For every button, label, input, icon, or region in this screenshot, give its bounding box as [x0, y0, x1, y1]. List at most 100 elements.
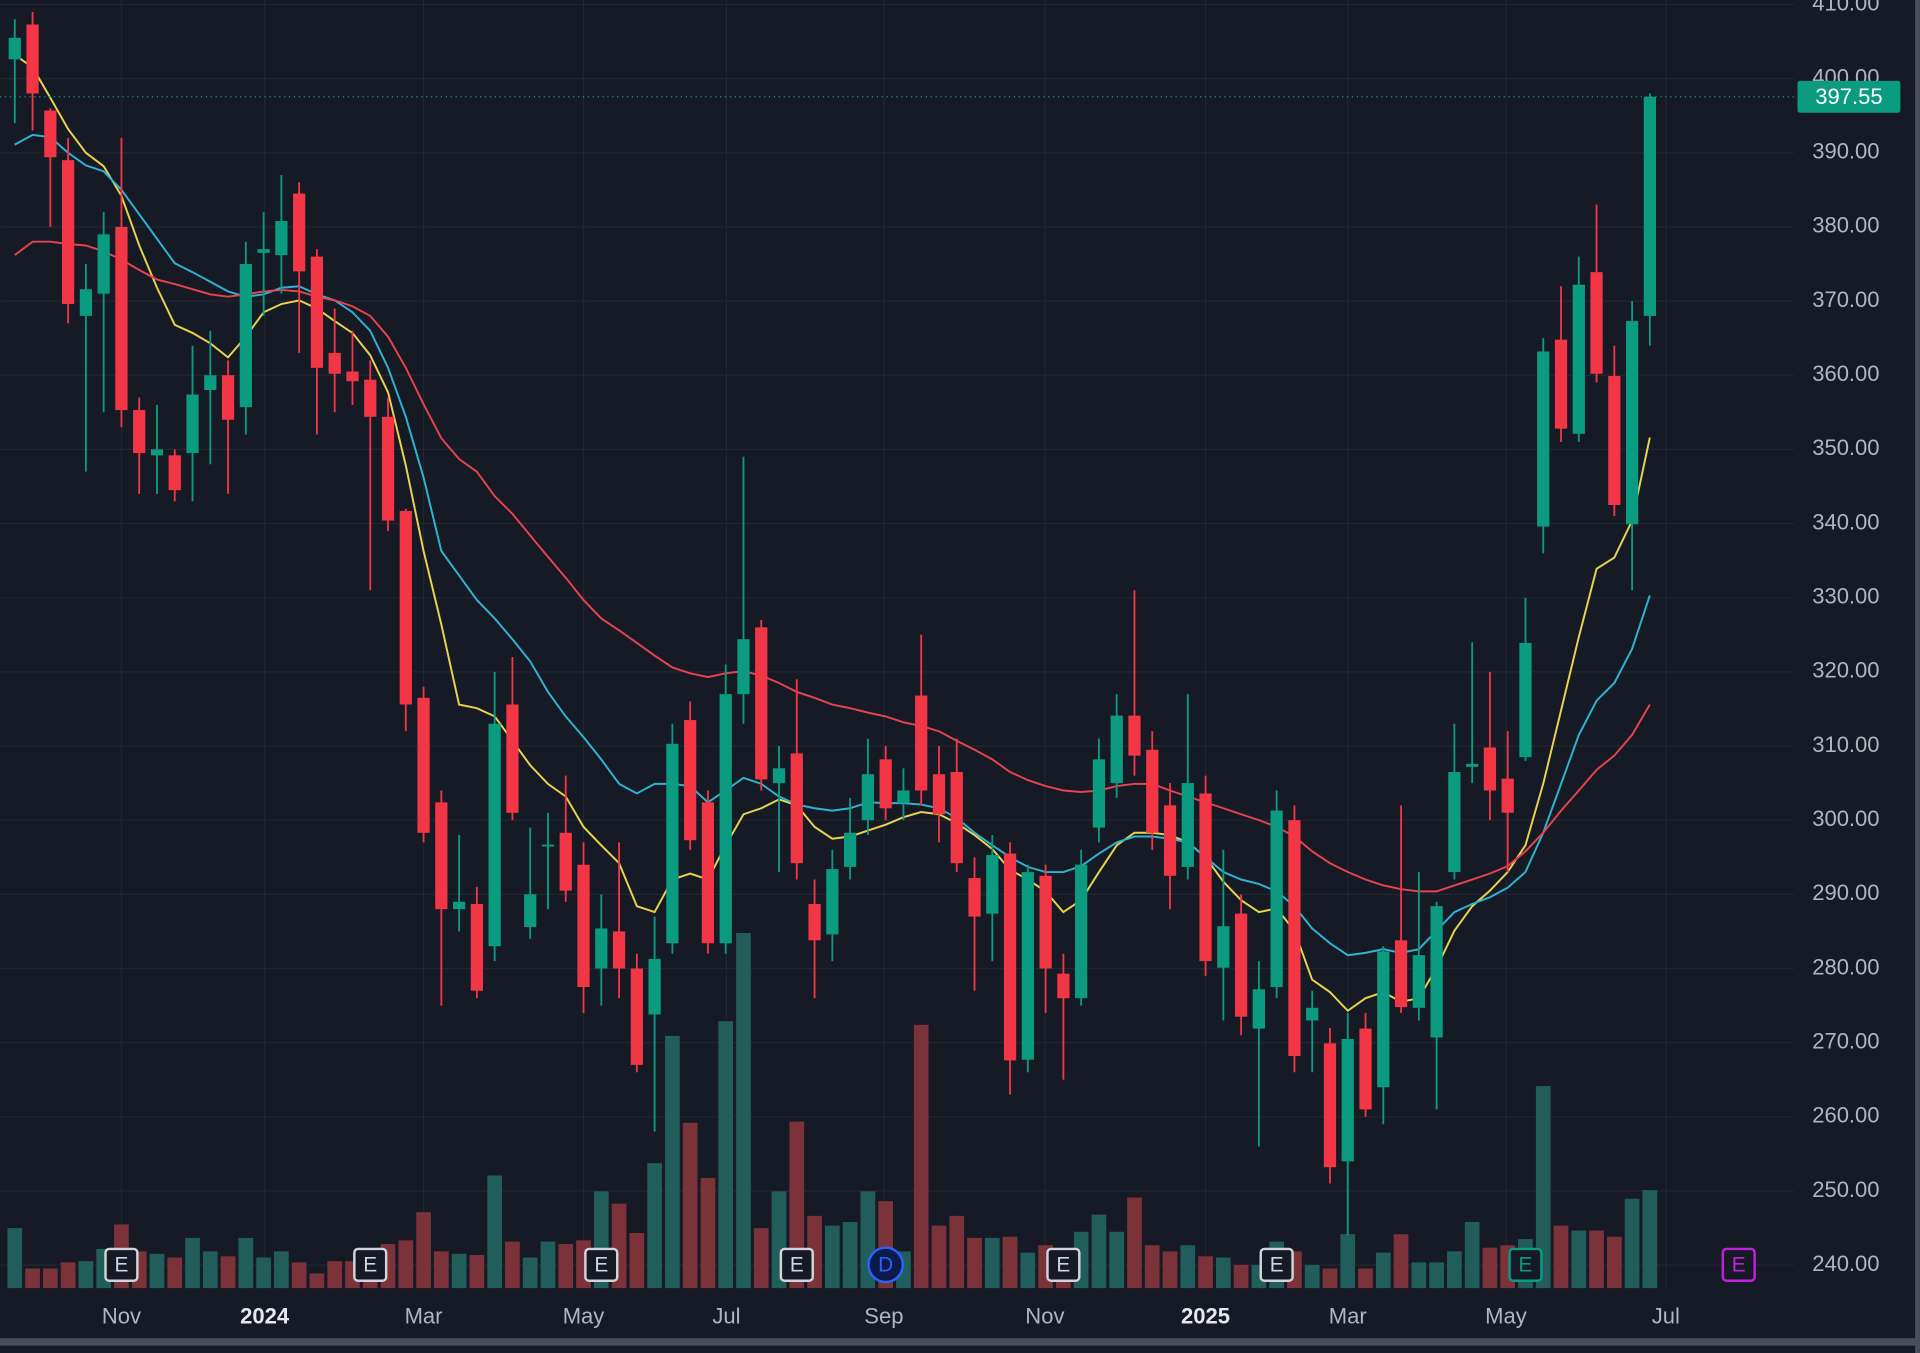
- candle-body: [1572, 284, 1585, 434]
- candle-body: [133, 410, 146, 454]
- candle-body: [435, 802, 448, 910]
- volume-bar: [256, 1257, 271, 1289]
- volume-bar: [1340, 1234, 1356, 1289]
- candle-body: [1501, 778, 1514, 813]
- candle-body: [506, 704, 519, 813]
- event-label: E: [594, 1254, 608, 1277]
- candle-body: [257, 249, 270, 253]
- volume-bar: [398, 1240, 414, 1289]
- volume-bar: [1535, 1086, 1551, 1289]
- candle-body: [1021, 872, 1034, 1060]
- y-tick-label: 320.00: [1812, 658, 1879, 683]
- candle-body: [1608, 375, 1621, 506]
- candle-body: [97, 234, 110, 294]
- candle-body: [1412, 955, 1425, 1008]
- last-price-badge: [1797, 80, 1901, 113]
- candle-body: [399, 510, 412, 705]
- volume-bar: [824, 1225, 840, 1289]
- candle-body: [186, 394, 199, 454]
- candle-body: [666, 743, 679, 944]
- candle-body: [1430, 906, 1443, 1038]
- volume-bar: [274, 1251, 289, 1289]
- y-tick-label: 330.00: [1812, 584, 1879, 609]
- candle-body: [1288, 820, 1301, 1056]
- moving-average-line: [14, 240, 1651, 893]
- volume-bar: [1020, 1252, 1036, 1289]
- x-tick-label: 2024: [240, 1303, 290, 1328]
- candle-body: [1590, 272, 1603, 374]
- candle-body: [168, 455, 181, 491]
- x-tick-label: May: [1485, 1303, 1527, 1328]
- volume-bar: [522, 1257, 538, 1289]
- event-label: E: [1519, 1254, 1533, 1277]
- volume-bar: [42, 1268, 58, 1289]
- candle-body: [808, 903, 821, 941]
- candle-body: [790, 753, 803, 864]
- candle-body: [1234, 913, 1248, 1017]
- candle-body: [1252, 989, 1266, 1029]
- candle-body: [1306, 1007, 1319, 1021]
- candle-body: [44, 110, 57, 158]
- candles: [8, 11, 1657, 1236]
- candle-body: [826, 869, 839, 935]
- volume-bar: [736, 933, 751, 1289]
- volume-bar: [540, 1241, 556, 1289]
- candle-body: [1537, 351, 1550, 527]
- candle-body: [1643, 96, 1657, 316]
- volume-bar: [1091, 1214, 1107, 1289]
- volume-bar: [789, 1121, 805, 1289]
- y-tick-label: 350.00: [1812, 435, 1879, 460]
- volume-bar: [202, 1251, 218, 1289]
- volume-bar: [1127, 1197, 1142, 1289]
- candle-body: [1519, 642, 1532, 758]
- volume-bar: [7, 1228, 23, 1289]
- event-marker: [1721, 1247, 1756, 1282]
- candle-body: [1146, 749, 1159, 833]
- volume-bar: [60, 1262, 76, 1289]
- volume-bar: [185, 1237, 200, 1289]
- volume-bar: [1429, 1262, 1444, 1289]
- y-tick-label: 310.00: [1812, 732, 1879, 757]
- volume-bar: [1606, 1236, 1622, 1289]
- candle-body: [1110, 715, 1123, 784]
- volume-bar: [416, 1212, 431, 1289]
- volume-bar: [1358, 1268, 1373, 1289]
- candle-body: [381, 416, 395, 521]
- volume-bar: [718, 1021, 734, 1289]
- volume-bar: [629, 1233, 645, 1289]
- candle-body: [701, 802, 715, 944]
- volume-bar: [1589, 1230, 1604, 1289]
- candle-body: [61, 160, 75, 305]
- event-marker: [584, 1247, 619, 1282]
- candle-body: [1181, 783, 1194, 867]
- candle-body: [275, 220, 288, 256]
- candle-body: [968, 878, 981, 917]
- x-tick-label: Mar: [405, 1303, 443, 1328]
- candle-body: [755, 627, 768, 780]
- candle-body: [1075, 864, 1088, 999]
- candle-body: [150, 449, 164, 456]
- volume-bar: [327, 1261, 343, 1289]
- candle-body: [1128, 715, 1141, 756]
- volume-bar: [167, 1257, 183, 1289]
- candle-body: [1163, 805, 1177, 876]
- candle-body: [452, 901, 466, 910]
- volume-bar: [753, 1228, 769, 1289]
- y-tick-label: 370.00: [1812, 287, 1879, 312]
- volume-bar: [451, 1253, 467, 1289]
- candle-body: [328, 352, 341, 374]
- volume-bar: [25, 1268, 40, 1289]
- volume-bar: [220, 1256, 236, 1289]
- candle-body: [26, 24, 39, 94]
- candle-body: [1341, 1038, 1354, 1162]
- event-marker: [104, 1247, 139, 1282]
- candle-body: [684, 720, 697, 841]
- candle-body: [1394, 940, 1408, 1008]
- volume-bar: [309, 1273, 325, 1289]
- y-tick-label: 340.00: [1812, 509, 1879, 534]
- candle-body: [879, 759, 892, 809]
- candle-body: [612, 931, 626, 969]
- volume-bar: [1198, 1256, 1213, 1289]
- volume-bar: [682, 1122, 698, 1289]
- volume-bar: [1180, 1245, 1196, 1289]
